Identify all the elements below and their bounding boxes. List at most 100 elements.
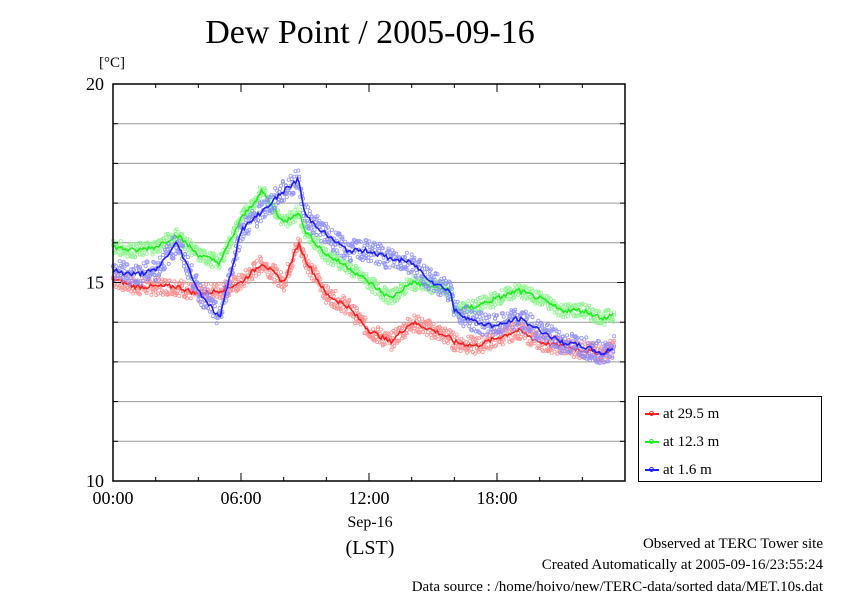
scatter-point — [337, 267, 342, 272]
scatter-point — [399, 265, 404, 270]
scatter-point — [291, 190, 296, 195]
scatter-point — [195, 245, 200, 250]
scatter-point — [133, 254, 138, 259]
scatter-point — [465, 347, 470, 352]
scatter-point — [279, 198, 284, 203]
scatter-point — [537, 345, 542, 350]
scatter-point — [181, 280, 186, 285]
scatter-point — [377, 259, 382, 264]
scatter-point — [258, 219, 263, 224]
scatter-point — [368, 249, 373, 254]
scatter-point — [122, 264, 127, 269]
scatter-point — [470, 336, 475, 341]
scatter-point — [259, 202, 264, 207]
y-tick-label: 10 — [86, 471, 104, 491]
scatter-point — [324, 248, 329, 253]
scatter-point — [246, 231, 251, 236]
series-1 — [111, 185, 617, 327]
scatter-point — [202, 305, 207, 310]
scatter-point — [540, 324, 545, 329]
scatter-point — [306, 259, 311, 264]
scatter-point — [325, 285, 330, 290]
scatter-point — [168, 292, 173, 297]
scatter-point — [326, 230, 331, 235]
scatter-point — [454, 332, 459, 337]
scatter-point — [397, 295, 402, 300]
scatter-point — [157, 255, 162, 260]
scatter-point — [330, 263, 335, 268]
scatter-point — [340, 235, 345, 240]
scatter-point — [364, 272, 369, 277]
scatter-point — [146, 274, 151, 279]
scatter-point — [435, 272, 440, 277]
scatter-point — [115, 241, 120, 246]
scatter-point — [446, 279, 451, 284]
scatter-point — [325, 239, 330, 244]
scatter-point — [483, 304, 488, 309]
scatter-point — [499, 288, 504, 293]
scatter-point — [113, 263, 118, 268]
scatter-point — [486, 346, 491, 351]
scatter-point — [595, 353, 600, 358]
scatter-point — [296, 168, 301, 173]
scatter-point — [285, 224, 290, 229]
scatter-point — [347, 299, 352, 304]
footer-site: Observed at TERC Tower site — [642, 536, 823, 552]
scatter-point — [192, 287, 197, 292]
scatter-point — [166, 242, 171, 247]
scatter-point — [467, 324, 472, 329]
scatter-point — [318, 277, 323, 282]
scatter-point — [569, 331, 574, 336]
scatter-point — [298, 207, 303, 212]
scatter-point — [517, 321, 522, 326]
scatter-point — [243, 268, 248, 273]
scatter-point — [445, 298, 450, 303]
scatter-point — [172, 235, 177, 240]
scatter-point — [115, 273, 120, 278]
scatter-point — [377, 340, 382, 345]
scatter-point — [501, 337, 506, 342]
scatter-point — [154, 277, 159, 282]
scatter-point — [480, 332, 485, 337]
scatter-point — [301, 214, 306, 219]
scatter-point — [195, 280, 200, 285]
scatter-point — [119, 241, 124, 246]
scatter-point — [340, 236, 345, 241]
scatter-point — [360, 277, 365, 282]
scatter-point — [414, 275, 419, 280]
scatter-point — [583, 302, 588, 307]
scatter-point — [326, 240, 331, 245]
scatter-point — [487, 314, 492, 319]
x-axis-timezone-label: (LST) — [345, 537, 395, 559]
scatter-point — [307, 211, 312, 216]
scatter-point — [324, 300, 329, 305]
scatter-point — [468, 321, 473, 326]
scatter-point — [538, 302, 543, 307]
x-axis-date-label: Sep-16 — [347, 514, 393, 531]
scatter-point — [245, 215, 250, 220]
scatter-point — [194, 279, 199, 284]
scatter-point — [453, 302, 458, 307]
legend-swatch-blue — [645, 467, 659, 472]
scatter-point — [214, 255, 219, 260]
scatter-point — [395, 298, 400, 303]
scatter-point — [121, 259, 126, 264]
x-tick-label: 18:00 — [476, 488, 517, 508]
scatter-point — [351, 274, 356, 279]
scatter-point — [596, 308, 601, 313]
scatter-point — [167, 278, 172, 283]
scatter-point — [281, 198, 286, 203]
scatter-point — [401, 290, 406, 295]
scatter-point — [229, 288, 234, 293]
scatter-point — [393, 299, 398, 304]
scatter-point — [455, 299, 460, 304]
scatter-point — [383, 297, 388, 302]
scatter-point — [498, 331, 503, 336]
scatter-point — [438, 326, 443, 331]
scatter-point — [263, 212, 268, 217]
scatter-point — [143, 263, 148, 268]
scatter-point — [404, 267, 409, 272]
scatter-point — [308, 226, 313, 231]
scatter-point — [358, 322, 363, 327]
scatter-point — [137, 264, 142, 269]
